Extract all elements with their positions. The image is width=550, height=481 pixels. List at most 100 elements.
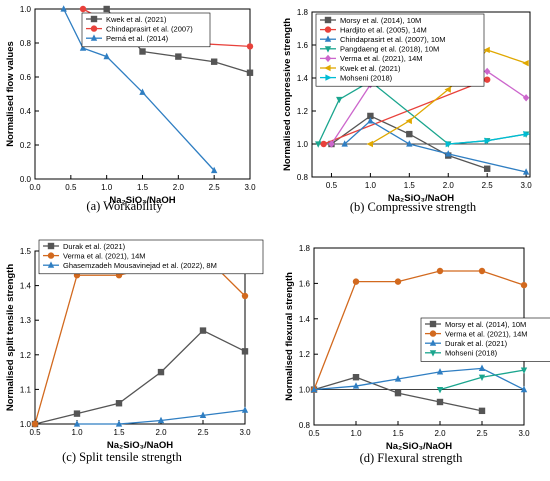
y-tick-label: 1.0 [299,386,311,395]
data-point [352,382,360,389]
legend-label: Morsy et al. (2014), 10M [340,16,421,25]
data-point [320,140,327,148]
data-point [520,281,528,289]
series-line [317,80,527,145]
x-tick-label: 3.0 [521,181,533,190]
data-point [139,48,146,55]
y-tick-label: 1.6 [297,41,309,50]
legend-box [315,13,485,87]
x-axis-title: Na₂SiO₃/NaOH [386,441,452,452]
legend-marker [429,350,437,357]
x-tick-label: 2.5 [209,183,221,192]
data-point [522,94,530,102]
data-point [436,368,444,375]
y-axis-title: Normalised flow values [5,41,16,147]
y-tick-label: 0.6 [20,73,32,82]
x-tick-label: 2.0 [155,428,167,437]
data-point [478,364,486,371]
legend: Durak et al. (2021)Verma et al. (2021), … [38,239,264,275]
x-axis-title: Na₂SiO₃/NaOH [388,193,454,204]
legend-marker [324,35,332,42]
y-tick-label: 1.1 [20,385,32,394]
legend-label: Durak et al. (2021) [63,242,126,251]
legend-label: Mohseni (2018) [340,73,393,82]
x-tick-label: 3.0 [244,183,256,192]
legend-label: Verma et al. (2021), 14M [340,54,423,63]
y-tick-label: 1.3 [20,316,32,325]
legend-marker [90,25,98,32]
legend-label: Morsy et al. (2014), 10M [445,320,526,329]
y-axis-title: Normalised flexural strength [284,272,295,401]
legend-label: Hardjito et al. (2005), 14M [340,25,427,34]
data-point [352,278,360,285]
y-tick-label: 1.2 [20,351,32,360]
y-tick-label: 1.4 [20,282,32,291]
legend-marker [429,330,437,337]
data-point [520,367,528,374]
legend-label: Durak et al. (2021) [445,339,508,348]
legend-marker [429,339,437,346]
legend-marker [324,64,331,72]
x-tick-label: 0.5 [65,183,77,192]
x-tick-label: 2.0 [443,181,455,190]
data-point [366,140,373,148]
data-point [328,140,335,148]
series-3 [310,364,528,393]
x-tick-label: 2.5 [482,181,494,190]
data-point [394,278,402,285]
legend-marker [324,46,332,53]
series-3 [60,5,218,174]
panel-caption: (a) Workability [86,199,163,213]
x-tick-label: 0.0 [29,183,41,192]
legend-box [420,317,550,362]
legend-marker [90,34,98,41]
data-point [445,140,453,148]
data-point [436,398,444,406]
x-tick-label: 0.5 [308,429,320,438]
legend-label: Kwek et al. (2021) [106,15,167,24]
y-tick-label: 0.4 [20,107,32,116]
x-tick-label: 1.5 [137,183,149,192]
data-point [336,96,343,104]
y-tick-label: 1.2 [297,107,309,116]
y-axis-title: Normalised compressive strength [282,18,293,171]
x-tick-label: 1.0 [71,428,83,437]
data-point [115,420,123,427]
series-4 [436,367,528,394]
data-point [520,385,528,393]
y-tick-label: 1.6 [299,279,311,288]
legend-label: Verma et al. (2021), 14M [63,251,146,260]
data-point [210,166,218,174]
chart-panel-a: 0.0 0.5 1.0 1.5 2.0 2.5 3.0 0.0 0.2 0.4 0.6 0.8 1.0 N… [5,5,256,213]
data-point [406,130,413,138]
y-tick-label: 1.5 [20,247,32,256]
legend-marker [324,54,332,63]
y-tick-label: 1.0 [20,420,32,429]
data-point [444,86,451,93]
x-tick-label: 0.5 [29,428,41,437]
data-point [246,69,254,76]
y-axis-title: Normalised split tensile strength [5,264,16,411]
data-point [115,400,123,407]
legend-marker [90,15,98,23]
data-point [483,46,490,54]
plot-frame [311,11,531,178]
legend-box [38,239,264,275]
legend-label: Kwek et al. (2021) [340,64,401,73]
series-2 [31,251,249,428]
y-tick-label: 0.8 [297,173,309,182]
data-point [157,368,165,376]
legend-label: Chindaprasirt et al. (2007) [106,24,193,33]
data-point [436,267,444,275]
y-tick-label: 1.2 [299,350,311,359]
data-point [73,420,81,427]
series-line [313,367,525,391]
x-tick-label: 1.5 [113,428,125,437]
data-point [483,165,491,172]
legend-label: Pangdaeng et al. (2018), 10M [340,45,439,54]
data-point [241,292,249,300]
series-1 [31,327,249,428]
